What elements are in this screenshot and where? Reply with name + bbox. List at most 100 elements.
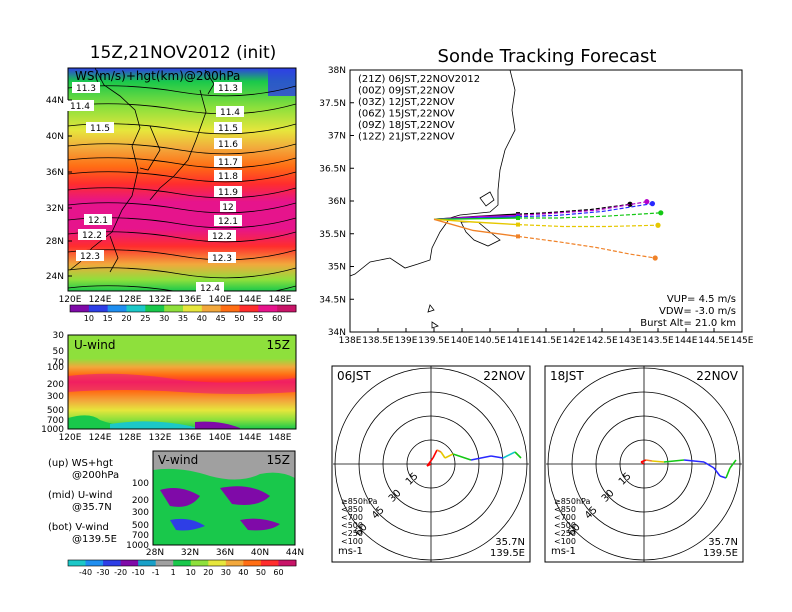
hodograph-18jst-segment — [713, 467, 721, 477]
colorbar-top-label: 30 — [159, 314, 169, 323]
colorbar-top-swatch — [239, 305, 259, 312]
hodograph-18jst-level-label: <850 — [554, 505, 576, 514]
hodograph-18jst-unit: ms-1 — [551, 546, 576, 557]
hodograph-06jst-segment — [432, 449, 438, 459]
hodograph-06jst-level-label: <100 — [341, 537, 363, 546]
contour-label-bg — [214, 156, 242, 167]
tracking-lat-label: 38N — [328, 66, 346, 76]
height-contour-line — [68, 85, 296, 97]
colorbar-bottom-swatch — [173, 560, 192, 566]
contour-label-bg — [214, 122, 242, 133]
sonde-burst-point — [658, 210, 664, 216]
hodograph-06jst-segment — [452, 453, 472, 461]
vwind-pressure-label: 300 — [132, 508, 149, 518]
sonde-mid-marker — [516, 216, 520, 221]
contour-label-bg — [84, 214, 112, 225]
colorbar-bottom-label: -40 — [79, 568, 92, 577]
colorbar-bottom-swatch — [155, 560, 174, 566]
contour-label-bg — [66, 100, 94, 111]
colorbar-top-swatch — [145, 305, 165, 312]
height-contour-line — [68, 187, 296, 199]
contour-label-bg — [214, 170, 242, 181]
hodograph-18jst-segment — [725, 467, 731, 479]
tracking-legend-entry: (09Z) 18JST,22NOV — [358, 120, 455, 131]
map-lat-tick-label: 44N — [46, 96, 64, 106]
colorbar-bottom-label: 1 — [171, 568, 176, 577]
hodograph-18jst-level-label: <250 — [554, 529, 576, 538]
tracking-lon-label: 144E — [675, 336, 698, 346]
tracking-lat-label: 36N — [328, 197, 346, 207]
tracking-legend-entry: (06Z) 15JST,22NOV — [358, 109, 455, 120]
tracking-lat-label: 37.5N — [319, 99, 346, 109]
contour-label-bg — [72, 82, 100, 93]
tracking-lon-label: 142E — [563, 336, 586, 346]
contour-label: 12.1 — [218, 217, 238, 227]
colorbar-top-swatch — [220, 305, 240, 312]
hodograph-06jst: 06JST 22NOV ms-1 35.7N 139.5E 15304560≥8… — [331, 365, 531, 563]
vwind-pressure-label: 700 — [132, 531, 149, 541]
colorbar-bottom-label: 10 — [186, 568, 196, 577]
vwind-purple-2 — [220, 486, 270, 505]
uwind-pressure-label: 70 — [53, 358, 65, 368]
sonde-track-dashed — [517, 201, 647, 216]
contour-label-bg — [214, 186, 242, 197]
contour-label: 11.6 — [218, 140, 238, 150]
hodograph-18jst-level-label: ≥850hPa — [554, 497, 591, 506]
uwind-lon-label: 136E — [179, 433, 202, 443]
colorbar-top-label: 50 — [234, 314, 244, 323]
hodograph-18jst-segment — [729, 459, 737, 469]
hodograph-06jst-unit: ms-1 — [338, 546, 363, 557]
boso-coastline — [460, 221, 501, 247]
contour-label: 12.2 — [82, 231, 102, 241]
hodograph-18jst-segment — [651, 460, 665, 463]
sonde-tracks — [433, 199, 664, 261]
colorbar-bottom-swatch — [103, 560, 122, 566]
vwind-pressure-label: 1000 — [126, 541, 149, 551]
contour-label: 11.8 — [218, 172, 238, 182]
sonde-track-solid — [433, 218, 519, 238]
uwind-pressure-label: 200 — [47, 380, 64, 390]
contour-label: 12 — [222, 203, 233, 213]
colorbar-bottom-label: -20 — [114, 568, 127, 577]
vwind-lat-ticks: 28N 32N 36N 40N 44N — [146, 548, 304, 558]
uwind-lon-label: 144E — [239, 433, 262, 443]
honshu-coastline — [349, 69, 516, 277]
colorbar-bottom-label: -30 — [97, 568, 110, 577]
uwind-blue-patch — [110, 421, 200, 429]
colorbar-top-swatch — [126, 305, 146, 312]
colorbar-bottom-swatch — [138, 560, 157, 566]
uwind-frame — [67, 334, 297, 430]
colorbar-top-swatch — [277, 305, 297, 312]
tracking-legend-entry: (12Z) 21JST,22NOV — [358, 132, 455, 143]
colorbar-top-label: 20 — [121, 314, 131, 323]
map-lon-tick-label: 128E — [119, 295, 142, 305]
tracking-legend-entry: (00Z) 09JST,22NOV — [358, 86, 455, 97]
colorbar-bottom-label: 50 — [256, 568, 266, 577]
island-coastline-2 — [431, 321, 439, 329]
vwind-pressure-label: 200 — [132, 496, 149, 506]
contour-label-bg — [214, 138, 242, 149]
contour-label-bg — [220, 201, 236, 212]
colorbar-top-label: 60 — [272, 314, 282, 323]
tracking-lon-label: 142.5E — [586, 336, 618, 346]
hodograph-06jst-level-label: <500 — [341, 521, 363, 530]
colorbar-bottom-swatch — [243, 560, 262, 566]
height-contour-line — [68, 157, 296, 169]
contour-label-bg — [76, 250, 104, 261]
contour-label: 11.3 — [76, 84, 96, 94]
asia-coastline — [68, 68, 141, 271]
legend-up-2: @200hPa — [72, 470, 119, 481]
colorbar-top-swatch — [107, 305, 127, 312]
uwind-pressure-label: 100 — [47, 363, 64, 373]
colorbar-top-swatch — [201, 305, 222, 312]
tracking-lon-label: 138.5E — [362, 336, 394, 346]
tracking-legend-entry: (03Z) 12JST,22NOV — [358, 97, 455, 108]
hodograph-06jst-segment — [502, 451, 516, 459]
height-contours — [68, 85, 296, 291]
colorbar-bottom-label: 60 — [273, 568, 283, 577]
map-lon-tick-label: 132E — [149, 295, 172, 305]
tracking-lat-label: 36.5N — [319, 164, 346, 174]
vdw-text: VDW= -3.0 m/s — [659, 306, 736, 317]
